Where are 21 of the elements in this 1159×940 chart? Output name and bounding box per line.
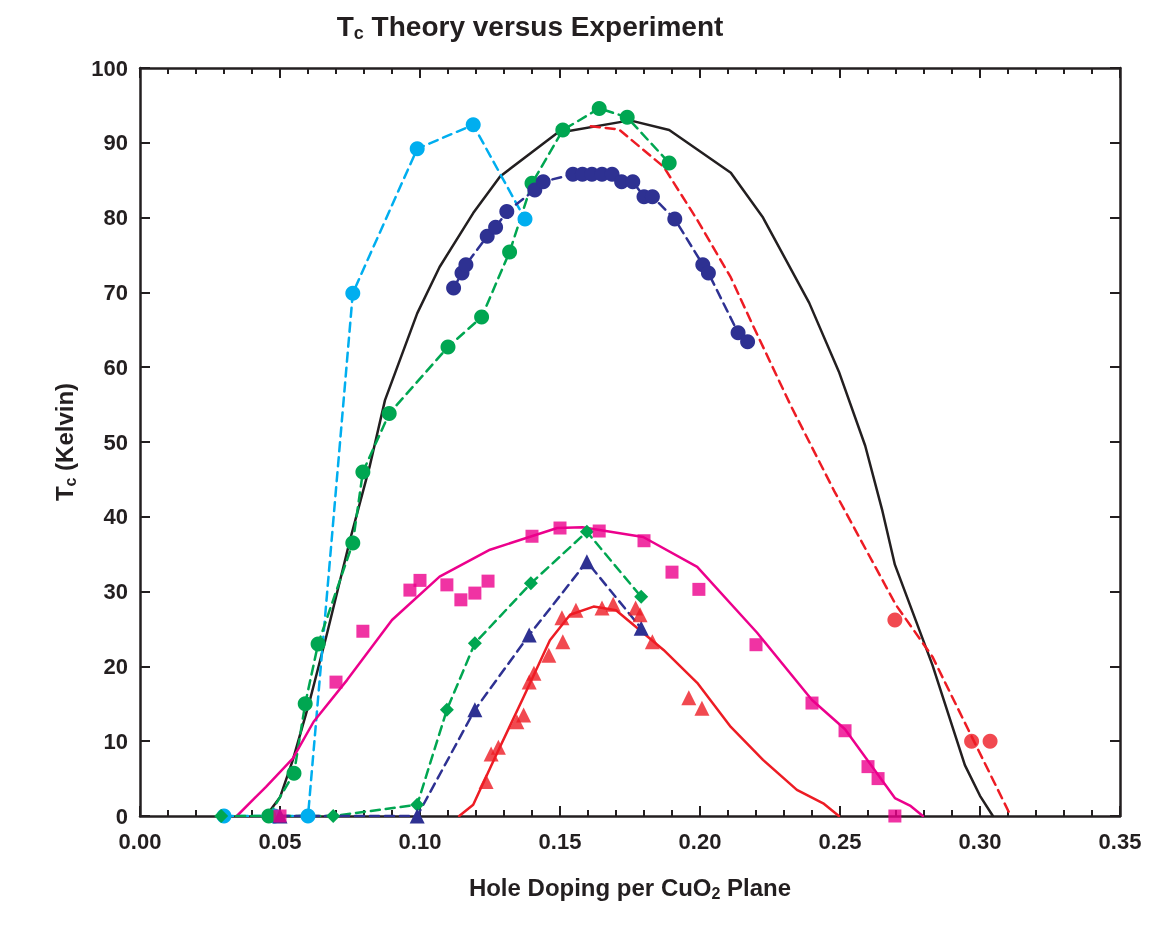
x-tick-label: 0.35 [1098, 828, 1142, 854]
y-axis-title: Tc (Kelvin) [51, 382, 79, 502]
y-tick-label: 100 [91, 55, 128, 81]
y-tick-label: 70 [103, 279, 128, 305]
x-tick-label: 0.20 [678, 828, 722, 854]
y-tick-label: 0 [115, 803, 128, 829]
x-tick-label: 0.15 [538, 828, 582, 854]
x-tick-label: 0.00 [118, 828, 162, 854]
x-tick-label: 0.30 [958, 828, 1002, 854]
x-tick-label: 0.05 [258, 828, 302, 854]
y-tick-label: 10 [103, 728, 128, 754]
y-tick-label: 60 [103, 354, 128, 380]
y-tick-label: 80 [103, 205, 128, 231]
y-tick-label: 20 [103, 653, 128, 679]
y-tick-label: 40 [103, 504, 128, 530]
y-tick-label: 50 [103, 429, 128, 455]
y-tick-label: 90 [103, 130, 128, 156]
x-tick-label: 0.10 [398, 828, 442, 854]
x-axis-title: Hole Doping per CuO2 Plane [468, 874, 792, 902]
y-tick-label: 30 [103, 579, 128, 605]
x-tick-label: 0.25 [818, 828, 862, 854]
